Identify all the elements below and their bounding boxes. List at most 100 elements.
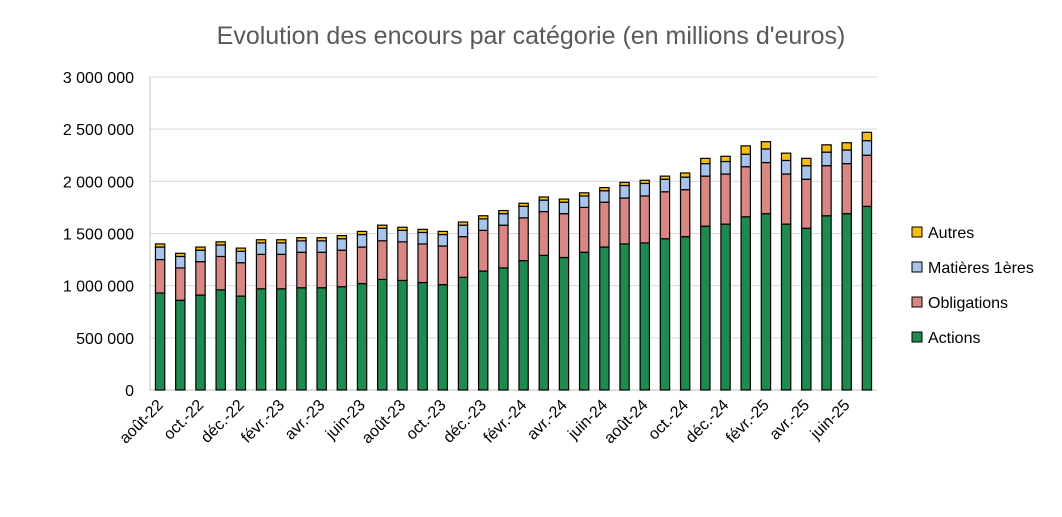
bar-segment-actions <box>821 215 832 391</box>
bar-segment-obligations <box>336 249 348 288</box>
bar-segment-obligations <box>700 175 711 227</box>
legend-swatch-obligations <box>911 296 923 308</box>
bar-segment-mati-res-1-res <box>316 240 327 253</box>
bar-segment-actions <box>679 236 691 391</box>
bar-segment-mati-res-1-res <box>639 182 651 197</box>
bar-segment-autres <box>296 237 307 242</box>
bar-segment-actions <box>498 267 509 391</box>
bar-segment-mati-res-1-res <box>498 213 509 226</box>
y-tick-label: 1 500 000 <box>63 227 134 244</box>
bar-segment-obligations <box>417 243 428 284</box>
bar-segment-actions <box>457 276 469 391</box>
bar-segment-obligations <box>780 173 792 225</box>
x-tick-label: août-24 <box>601 397 651 447</box>
bar-segment-obligations <box>538 210 550 257</box>
x-tick-label: févr.-24 <box>481 397 531 447</box>
bar-segment-actions <box>740 216 751 391</box>
x-tick-label: août-23 <box>359 397 409 447</box>
bar-segment-mati-res-1-res <box>154 246 166 261</box>
bar-segment-mati-res-1-res <box>538 199 550 213</box>
legend-swatch-actions <box>911 331 923 343</box>
bar-segment-autres <box>498 209 509 215</box>
legend-swatch-mati-res-1-res <box>911 261 923 273</box>
bar-segment-autres <box>336 234 348 240</box>
bar-segment-actions <box>578 251 590 391</box>
bar-segment-mati-res-1-res <box>477 218 489 231</box>
bar-segment-obligations <box>760 161 772 215</box>
bar-segment-autres <box>760 141 772 150</box>
bar-segment-actions <box>356 282 368 391</box>
bar-segment-mati-res-1-res <box>255 242 267 255</box>
bar-segment-autres <box>215 241 226 246</box>
x-tick-label: avr.-23 <box>282 397 329 444</box>
bar-segment-autres <box>679 172 691 178</box>
y-tick-label: 2 000 000 <box>63 174 134 191</box>
bar-segment-obligations <box>195 261 206 296</box>
bar-segment-mati-res-1-res <box>801 165 812 180</box>
bar-segment-autres <box>578 192 590 197</box>
bar-segment-actions <box>316 287 327 391</box>
bar-segment-mati-res-1-res <box>437 233 449 247</box>
bar-segment-actions <box>700 225 711 391</box>
bar-segment-obligations <box>477 229 489 272</box>
bar-segment-actions <box>235 295 247 391</box>
bar-segment-actions <box>397 279 408 391</box>
legend-label: Matières 1ères <box>928 260 1034 277</box>
bar-segment-obligations <box>276 253 287 290</box>
bar-segment-mati-res-1-res <box>599 190 610 203</box>
bar-segment-mati-res-1-res <box>195 249 206 263</box>
bar-segment-mati-res-1-res <box>558 201 570 215</box>
bar-segment-obligations <box>215 255 226 291</box>
bar-segment-obligations <box>518 217 529 262</box>
bar-segment-autres <box>356 230 368 236</box>
bar-segment-mati-res-1-res <box>659 178 671 193</box>
bar-segment-obligations <box>740 166 751 218</box>
y-tick-label: 3 000 000 <box>63 70 134 87</box>
bar-segment-autres <box>740 145 751 155</box>
bar-segment-actions <box>518 260 529 391</box>
bar-segment-mati-res-1-res <box>841 149 852 165</box>
bar-segment-actions <box>175 299 186 391</box>
bar-segment-autres <box>457 221 469 226</box>
bar-segment-mati-res-1-res <box>417 231 428 245</box>
y-tick-label: 2 500 000 <box>63 122 134 139</box>
bar-segment-mati-res-1-res <box>740 153 751 168</box>
bar-segment-autres <box>619 181 630 187</box>
x-tick-label: déc.-23 <box>440 397 490 447</box>
x-tick-label: août-22 <box>117 397 167 447</box>
bar-segment-autres <box>558 198 570 203</box>
bar-segment-actions <box>477 270 489 391</box>
bar-segment-obligations <box>821 165 832 217</box>
bar-segment-mati-res-1-res <box>296 240 307 253</box>
legend: Autres Matières 1ères Obligations Actions <box>911 225 1034 347</box>
bar-segment-autres <box>599 186 610 192</box>
bar-segment-actions <box>720 223 731 391</box>
bar-segment-obligations <box>841 163 852 215</box>
bar-segment-autres <box>538 196 550 201</box>
bar-segment-mati-res-1-res <box>619 184 630 199</box>
legend-label: Obligations <box>928 295 1008 312</box>
bar-segment-mati-res-1-res <box>235 250 247 264</box>
bar-segment-obligations <box>578 206 590 253</box>
bar-segment-autres <box>821 144 832 153</box>
bar-segment-obligations <box>720 173 731 225</box>
bar-segment-obligations <box>255 253 267 290</box>
bar-segment-actions <box>154 292 166 391</box>
x-axis: août-22oct.-22déc.-22févr.-23avr.-23juin… <box>117 397 854 447</box>
bar-segment-mati-res-1-res <box>760 148 772 164</box>
bar-segment-actions <box>639 242 651 391</box>
bar-segment-autres <box>720 155 731 163</box>
bar-segment-actions <box>861 205 873 391</box>
bar-segment-autres <box>437 230 449 236</box>
bar-segment-mati-res-1-res <box>376 227 388 242</box>
bar-segment-actions <box>841 213 852 391</box>
x-tick-label: déc.-24 <box>683 397 733 447</box>
bar-segment-autres <box>255 239 267 244</box>
bar-segment-obligations <box>235 262 247 297</box>
bar-segment-actions <box>376 278 388 391</box>
x-tick-label: avr.-25 <box>767 397 814 444</box>
y-tick-label: 500 000 <box>76 331 134 348</box>
bar-segment-obligations <box>679 189 691 238</box>
bar-segment-autres <box>518 202 529 207</box>
bar-segment-actions <box>780 223 792 391</box>
